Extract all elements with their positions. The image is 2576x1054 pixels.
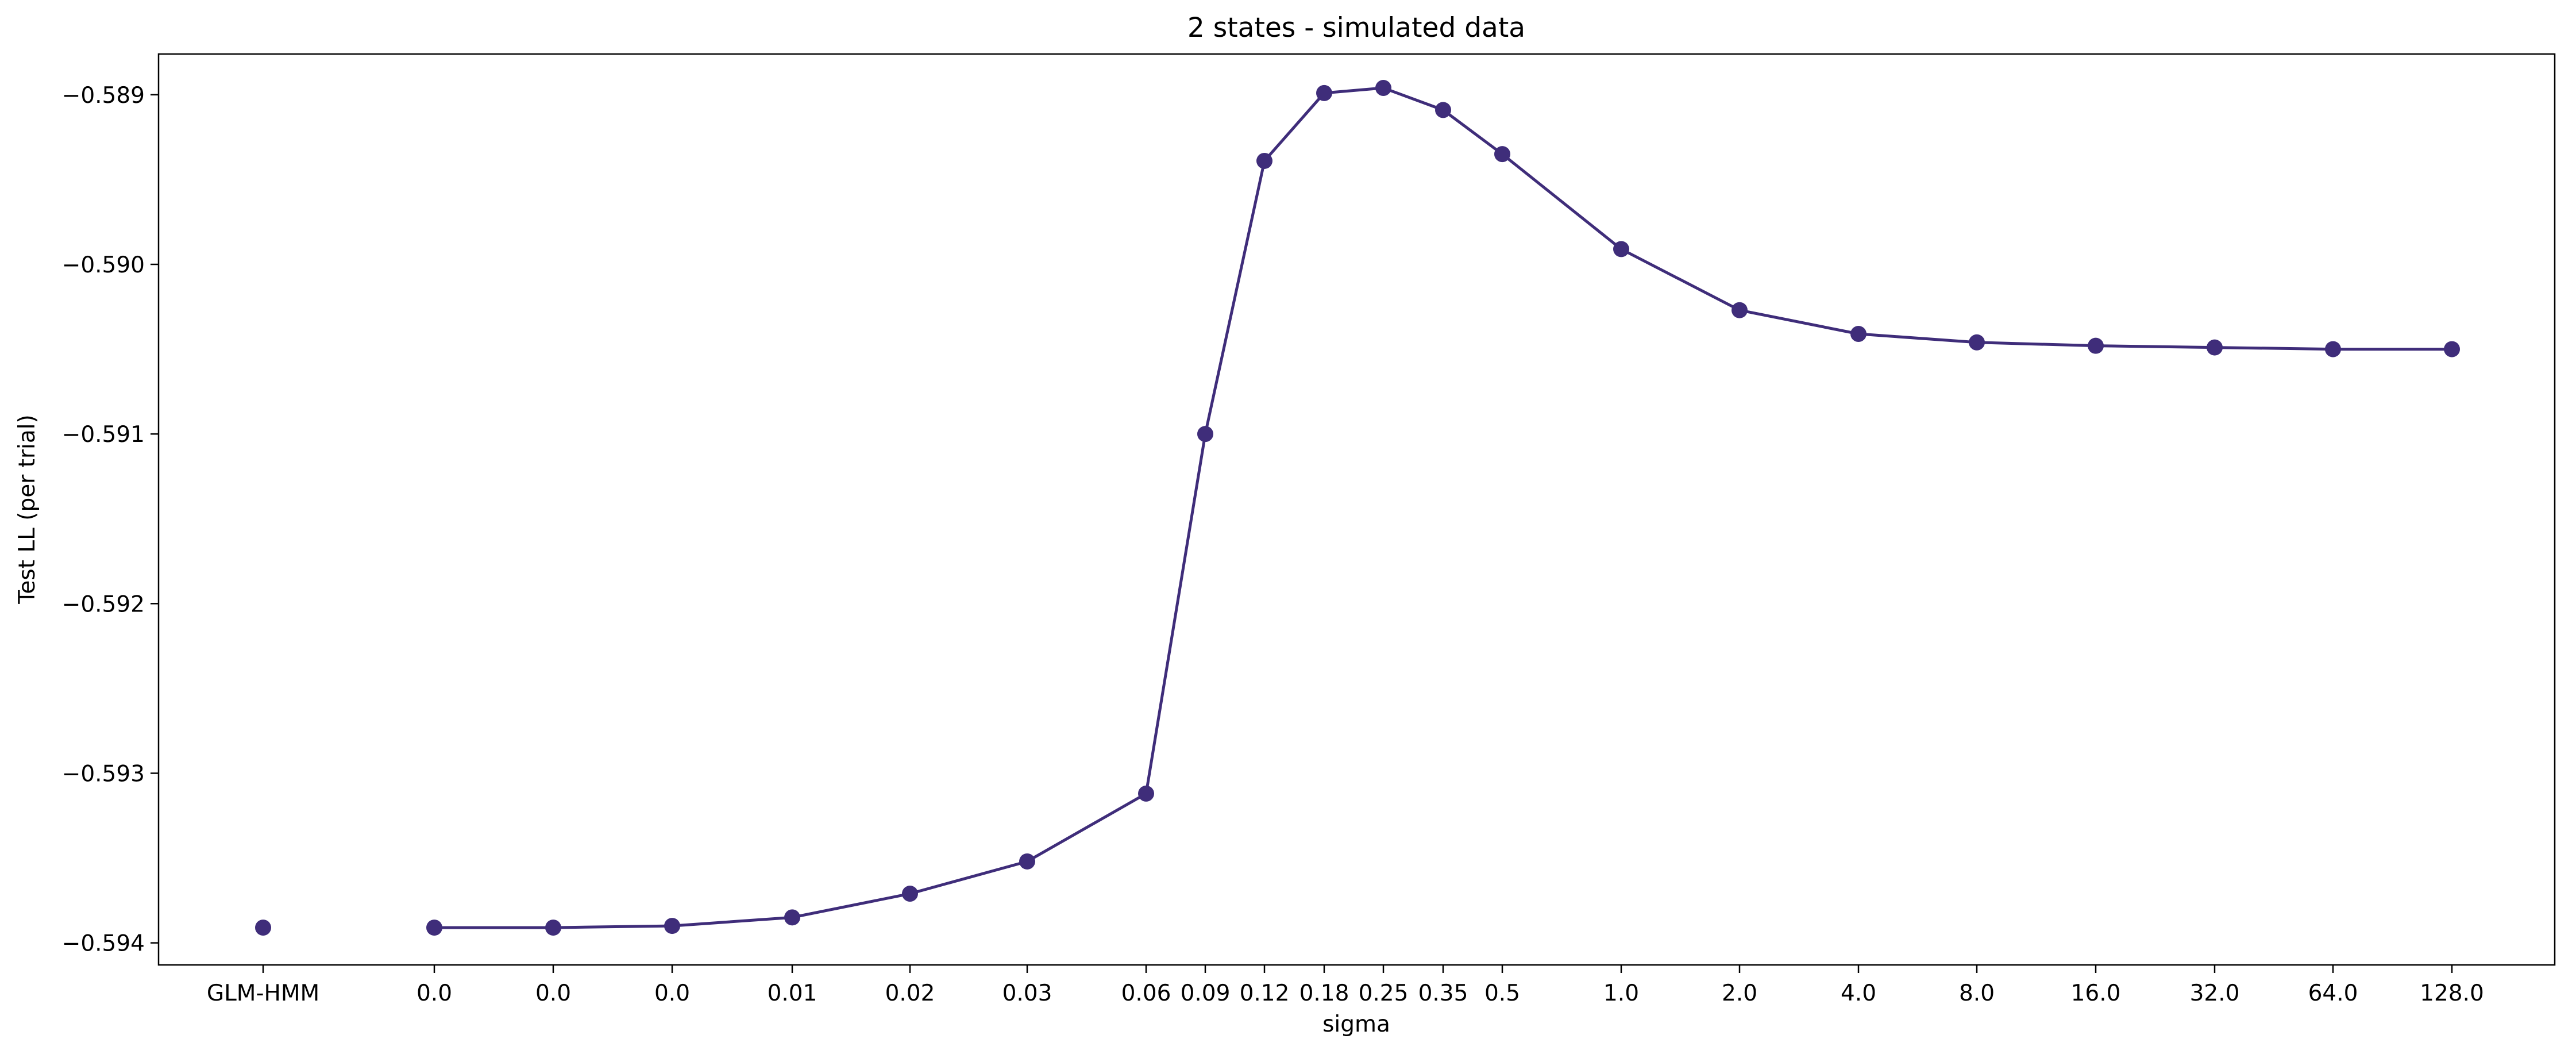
x-tick-label: GLM-HMM [207,980,319,1006]
x-tick-label: 64.0 [2308,980,2358,1006]
x-tick-label: 8.0 [1959,980,1995,1006]
x-tick-label: 0.12 [1240,980,1290,1006]
x-tick-label: 0.25 [1359,980,1409,1006]
series-point [1435,102,1451,118]
x-tick-label: 32.0 [2190,980,2240,1006]
series-point [1019,853,1035,870]
x-tick-label: 0.18 [1299,980,1349,1006]
x-tick-label: 16.0 [2071,980,2121,1006]
series-point [2207,339,2223,356]
series-point [2444,341,2460,357]
y-axis-label: Test LL (per trial) [14,414,40,605]
x-tick-label: 0.09 [1181,980,1231,1006]
x-tick-label: 0.0 [535,980,571,1006]
chart-title: 2 states - simulated data [1187,12,1525,44]
x-tick-label: 4.0 [1841,980,1876,1006]
y-tick-label: −0.590 [62,252,145,278]
series-point [1613,241,1629,257]
series-point [1256,152,1272,169]
series-point [1138,785,1154,802]
series-point [426,920,442,936]
y-axis: −0.594 −0.593 −0.592 −0.591 −0.590 −0.589 [62,83,159,957]
series-point [2325,341,2341,357]
series-point [1969,334,1985,351]
x-tick-label: 0.06 [1121,980,1171,1006]
plot-frame [157,53,2556,966]
x-tick-label: 0.5 [1484,980,1520,1006]
series-point [1197,426,1213,443]
x-tick-label: 1.0 [1603,980,1639,1006]
series-point [784,909,800,926]
series-point [1375,80,1391,97]
x-tick-label: 0.01 [768,980,817,1006]
series-point [1316,84,1332,101]
y-tick-label: −0.589 [62,83,145,109]
baseline-point [255,920,271,936]
series-point [545,920,561,936]
x-tick-label: 2.0 [1722,980,1757,1006]
series-point [1732,302,1748,318]
x-tick-label: 0.03 [1002,980,1052,1006]
x-axis-label: sigma [1322,1011,1390,1037]
x-tick-label: 0.0 [654,980,690,1006]
x-axis: GLM-HMM 0.0 0.0 0.0 0.01 0.02 0.03 0.06 0.09 0.12… [207,965,2484,1006]
x-tick-label: 0.35 [1418,980,1468,1006]
series-point [2088,337,2104,354]
y-tick-label: −0.593 [62,761,145,787]
y-tick-label: −0.591 [62,422,145,448]
series-line [434,86,2452,929]
series-point [664,918,680,934]
plot-area [255,80,2460,936]
series-point [1494,146,1510,163]
series-point [902,886,918,902]
y-tick-label: −0.592 [62,591,145,617]
x-tick-label: 128.0 [2420,980,2484,1006]
x-tick-label: 0.0 [417,980,452,1006]
y-tick-label: −0.594 [62,931,145,957]
x-tick-label: 0.02 [885,980,935,1006]
series-point [1850,326,1867,343]
